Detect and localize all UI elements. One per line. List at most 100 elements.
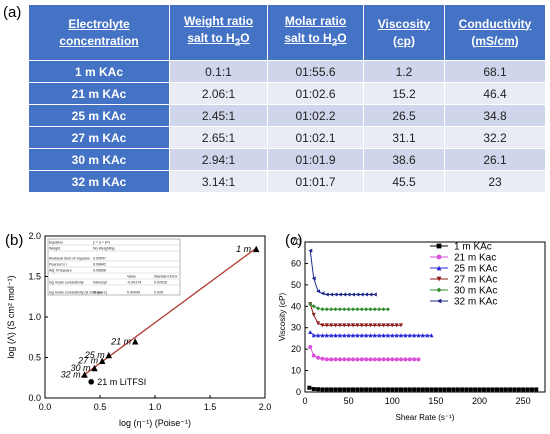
- data-point: [355, 357, 360, 362]
- stats-cell: Weight: [49, 247, 60, 251]
- data-point: [333, 333, 338, 338]
- data-point: [381, 307, 386, 312]
- conductivity-viscosity-chart: 0.0 0.5 1.0 1.5 2.0 0.0 0.5 1.0 1.5 2.0 log (η⁻¹) …: [6, 231, 272, 428]
- x-tick-label: 50: [344, 396, 354, 406]
- x-axis-label: Shear Rate (s⁻¹): [396, 413, 455, 422]
- table-cell: 15.2: [364, 83, 444, 104]
- data-point: [481, 387, 486, 392]
- litfsi-label: 21 m LiTFSI: [97, 377, 146, 387]
- data-point: [490, 387, 495, 392]
- stats-cell: Slope: [93, 291, 102, 295]
- data-point: [503, 387, 508, 392]
- data-point: [529, 387, 534, 392]
- data-point: [368, 333, 373, 338]
- legend-marker: [436, 254, 442, 260]
- fit-stats-table: Equation y = a + b*x Weight No Weighting Res…: [47, 238, 181, 296]
- point-label: 21 m: [110, 336, 132, 346]
- stats-cell: y = a + b*x: [93, 241, 110, 245]
- data-point: [381, 323, 386, 328]
- data-point: [377, 323, 382, 328]
- data-point: [333, 387, 338, 392]
- data-point: [355, 333, 360, 338]
- legend-label: 27 m KAc: [454, 275, 497, 286]
- y-tick-label: 40: [291, 301, 301, 311]
- data-point: [390, 333, 395, 338]
- table-cell: 01:02.1: [268, 127, 363, 148]
- data-point: [399, 323, 403, 328]
- data-point: [311, 304, 316, 309]
- data-point: [425, 333, 430, 338]
- electrolyte-table: Electrolyte concentration Weight ratio sal…: [28, 4, 545, 193]
- table-cell: 26.5: [364, 105, 444, 126]
- data-point: [316, 387, 321, 392]
- data-point: [333, 357, 338, 362]
- data-point: [368, 307, 373, 312]
- point-label: 25 m: [84, 350, 106, 360]
- data-point: [429, 387, 434, 392]
- series: [308, 248, 377, 297]
- data-point: [377, 307, 382, 312]
- point-label: 32 m: [61, 370, 82, 380]
- series: [307, 385, 539, 392]
- data-point: [99, 357, 106, 364]
- data-point: [385, 323, 390, 328]
- stats-cell: 0.99049: [127, 291, 140, 295]
- data-point: [451, 387, 456, 392]
- table-cell: 32.2: [445, 127, 545, 148]
- data-point: [359, 333, 364, 338]
- data-point: [364, 387, 369, 392]
- data-point: [342, 333, 347, 338]
- table-row: 32 m KAc 3.14:1 01:01.7 45.5 23: [29, 171, 545, 192]
- data-point: [342, 292, 347, 297]
- data-point: [468, 387, 473, 392]
- data-point: [346, 307, 351, 312]
- panel-label-a: (a): [3, 4, 22, 21]
- data-point: [399, 333, 403, 338]
- data-point: [442, 387, 447, 392]
- data-point: [403, 387, 408, 392]
- table-row: 1 m KAc 0.1:1 01:55.6 1.2 68.1: [29, 61, 545, 82]
- data-point: [324, 292, 329, 297]
- data-point: [307, 385, 312, 390]
- stats-cell: Residual Sum of Squares: [49, 257, 90, 261]
- point-label: 27 m: [77, 356, 99, 366]
- data-point: [359, 387, 364, 392]
- y-tick-label: 50: [291, 280, 301, 290]
- x-tick-label: 1.5: [204, 402, 217, 412]
- table-cell: 1.2: [364, 61, 444, 82]
- data-point: [399, 357, 403, 362]
- data-point: [346, 323, 351, 328]
- data-point: [416, 387, 421, 392]
- data-point: [253, 245, 260, 253]
- table-cell: 3.14:1: [170, 171, 267, 192]
- table-cell: 38.6: [364, 149, 444, 170]
- data-point: [81, 371, 88, 378]
- data-point: [377, 333, 382, 338]
- data-point: [381, 357, 386, 362]
- series: [308, 302, 390, 312]
- data-point: [385, 357, 390, 362]
- y-tick-label: 0: [296, 387, 301, 397]
- data-point: [324, 357, 329, 362]
- table-row: 27 m KAc 2.65:1 01:02.1 31.1 32.2: [29, 127, 545, 148]
- x-tick-label: 2.0: [259, 402, 272, 412]
- table-cell: 23: [445, 171, 545, 192]
- data-point: [372, 333, 377, 338]
- data-point: [355, 323, 360, 328]
- data-point: [394, 333, 399, 338]
- data-point: [499, 387, 504, 392]
- data-point: [359, 357, 364, 362]
- legend-marker: [436, 276, 442, 282]
- x-axis-label: log (η⁻¹) (Poise⁻¹): [119, 418, 191, 428]
- data-point: [355, 307, 360, 312]
- stats-cell: 0.028: [154, 291, 163, 295]
- stats-cell: Equation: [49, 241, 63, 245]
- data-point: [368, 357, 373, 362]
- x-tick-label: 250: [516, 396, 531, 406]
- data-point: [372, 307, 377, 312]
- data-point: [381, 333, 386, 338]
- series-line: [309, 250, 375, 295]
- stats-cell: 0.00547: [93, 257, 106, 261]
- data-point: [364, 357, 369, 362]
- series: [308, 330, 434, 338]
